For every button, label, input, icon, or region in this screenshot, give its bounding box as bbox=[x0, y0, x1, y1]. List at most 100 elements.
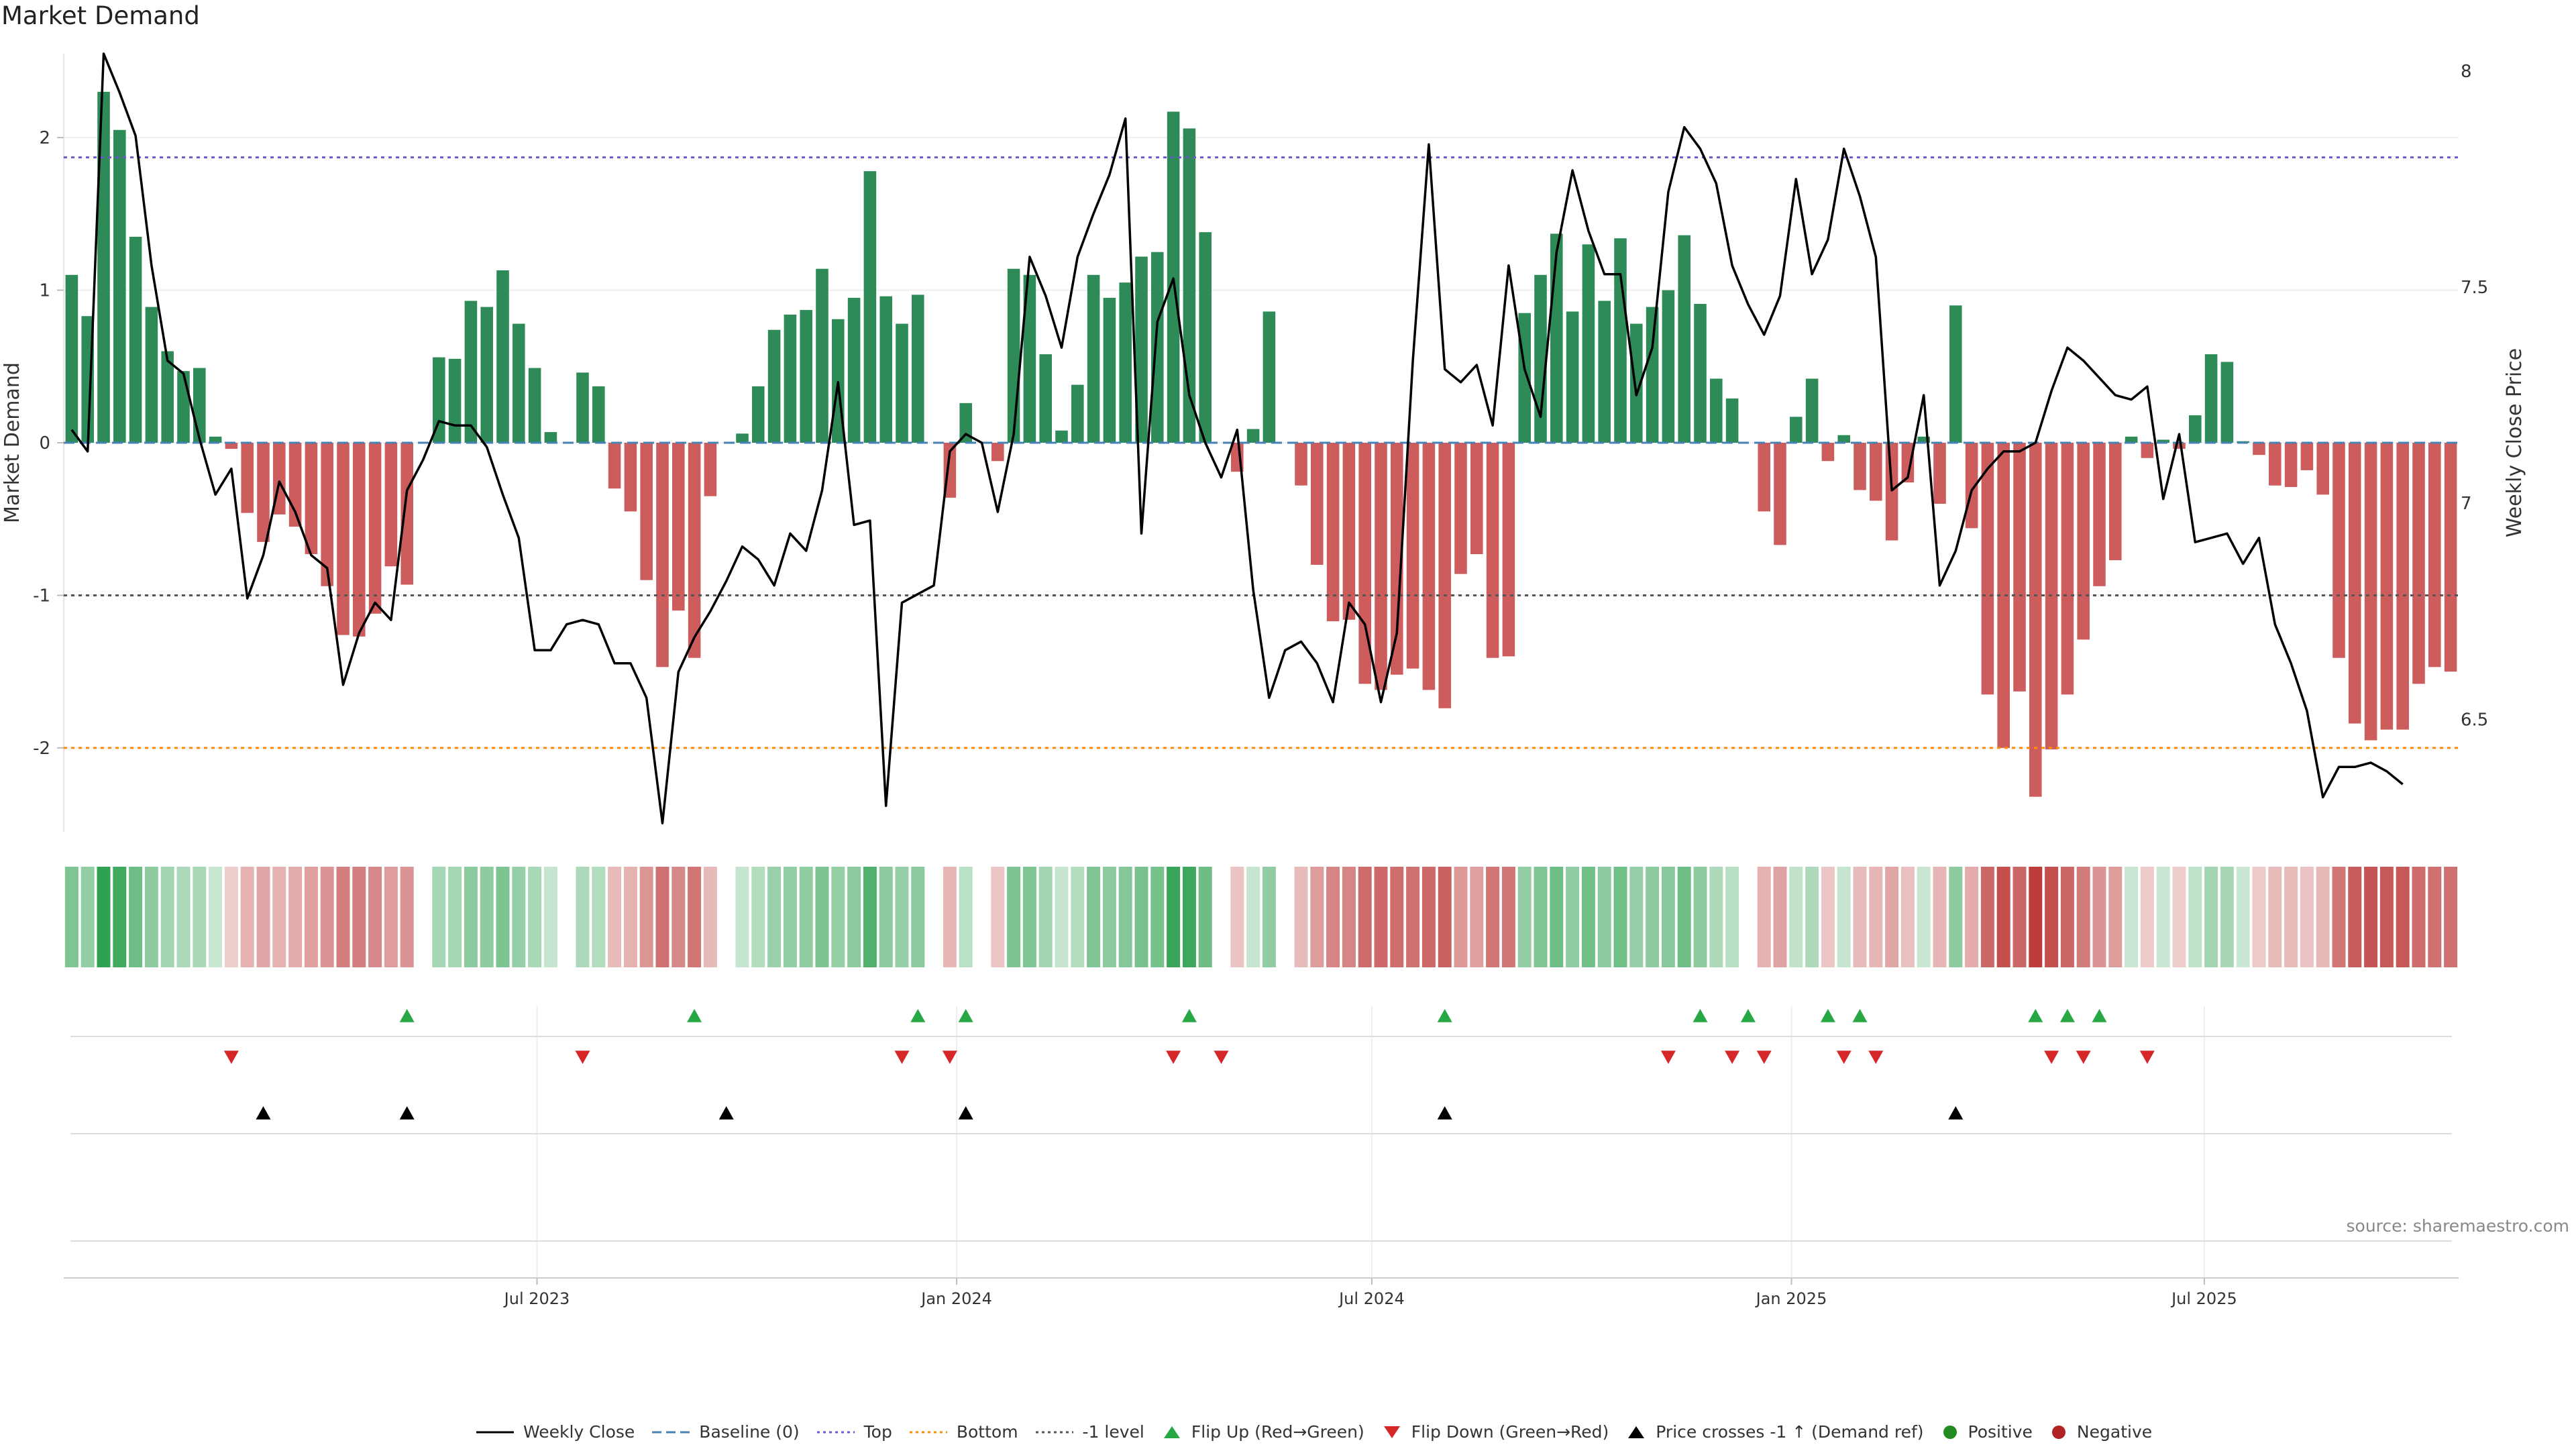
source-credit: source: sharemaestro.com bbox=[2346, 1216, 2570, 1236]
negative-demand-bar bbox=[1391, 443, 1403, 675]
negative-heat-cell bbox=[2364, 867, 2378, 967]
negative-heat-cell bbox=[608, 867, 622, 967]
positive-demand-bar bbox=[528, 368, 541, 443]
negative-demand-bar bbox=[1295, 443, 1307, 486]
y-tick-label: 2 bbox=[39, 128, 50, 148]
negative-demand-bar bbox=[991, 443, 1004, 462]
legend-label: -1 level bbox=[1082, 1422, 1144, 1442]
positive-demand-bar bbox=[1039, 354, 1052, 443]
negative-demand-bar bbox=[2284, 443, 2298, 487]
positive-demand-bar bbox=[448, 358, 462, 443]
negative-heat-cell bbox=[2332, 867, 2346, 967]
negative-demand-bar bbox=[2253, 443, 2265, 455]
positive-heat-cell bbox=[1550, 867, 1564, 967]
positive-demand-bar bbox=[736, 433, 749, 443]
positive-heat-cell bbox=[1805, 867, 1819, 967]
positive-heat-cell bbox=[64, 867, 78, 967]
positive-demand-bar bbox=[193, 368, 206, 443]
positive-heat-cell bbox=[2220, 867, 2234, 967]
negative-heat-cell bbox=[336, 867, 350, 967]
positive-demand-bar bbox=[2204, 354, 2218, 443]
negative-heat-cell bbox=[320, 867, 334, 967]
y-tick-label: -2 bbox=[33, 739, 50, 759]
negative-demand-bar bbox=[241, 443, 254, 513]
negative-heat-cell bbox=[368, 867, 382, 967]
flip-down-marker bbox=[1836, 1051, 1851, 1064]
positive-heat-cell bbox=[1566, 867, 1580, 967]
negative-heat-cell bbox=[1374, 867, 1388, 967]
positive-demand-bar bbox=[592, 386, 605, 443]
flip-down-marker bbox=[1725, 1051, 1740, 1064]
negative-heat-cell bbox=[1310, 867, 1324, 967]
y-axis-label: Market Demand bbox=[1, 362, 24, 523]
positive-heat-cell bbox=[1038, 867, 1053, 967]
flip-up-marker bbox=[399, 1009, 415, 1022]
y2-tick-label: 8 bbox=[2461, 62, 2472, 82]
price-cross-marker bbox=[1437, 1106, 1452, 1120]
positive-heat-cell bbox=[448, 867, 462, 967]
negative-demand-bar bbox=[2141, 443, 2154, 458]
positive-demand-bar bbox=[1007, 268, 1020, 443]
positive-demand-bar bbox=[1805, 378, 1819, 443]
positive-demand-bar bbox=[1662, 290, 1675, 443]
legend-label: Bottom bbox=[956, 1422, 1018, 1442]
positive-heat-cell bbox=[80, 867, 95, 967]
negative-demand-bar bbox=[353, 443, 366, 637]
negative-demand-bar bbox=[2300, 443, 2314, 470]
flip-down-marker bbox=[2044, 1051, 2059, 1064]
positive-demand-bar bbox=[145, 307, 158, 443]
negative-heat-cell bbox=[1853, 867, 1867, 967]
positive-heat-cell bbox=[1167, 867, 1181, 967]
negative-heat-cell bbox=[623, 867, 637, 967]
negative-demand-bar bbox=[257, 443, 270, 542]
flip-up-marker bbox=[2092, 1009, 2107, 1022]
positive-demand-bar bbox=[1614, 238, 1627, 443]
negative-demand-bar bbox=[688, 443, 701, 658]
negative-heat-cell bbox=[1358, 867, 1372, 967]
positive-demand-bar bbox=[1167, 111, 1180, 443]
negative-heat-cell bbox=[655, 867, 669, 967]
negative-demand-bar bbox=[1375, 443, 1387, 690]
flip-down-marker bbox=[1214, 1051, 1229, 1064]
positive-demand-bar bbox=[1055, 430, 1068, 443]
negative-demand-bar bbox=[2444, 443, 2457, 672]
negative-heat-cell bbox=[943, 867, 957, 967]
positive-heat-cell bbox=[1022, 867, 1036, 967]
negative-heat-cell bbox=[2108, 867, 2123, 967]
positive-heat-cell bbox=[576, 867, 590, 967]
positive-demand-bar bbox=[464, 301, 478, 443]
positive-demand-bar bbox=[2157, 439, 2169, 443]
negative-heat-cell bbox=[1933, 867, 1947, 967]
negative-demand-bar bbox=[2173, 443, 2186, 449]
positive-heat-cell bbox=[592, 867, 606, 967]
negative-demand-bar bbox=[2428, 443, 2441, 667]
flip-up-marker bbox=[2059, 1009, 2075, 1022]
positive-heat-cell bbox=[209, 867, 223, 967]
negative-heat-cell bbox=[2379, 867, 2394, 967]
red-down-triangle-icon bbox=[1383, 1426, 1400, 1438]
positive-demand-bar bbox=[1087, 274, 1100, 443]
negative-demand-bar bbox=[321, 443, 333, 586]
flip-down-marker bbox=[2139, 1051, 2155, 1064]
positive-heat-cell bbox=[735, 867, 749, 967]
positive-demand-bar bbox=[1518, 313, 1531, 443]
positive-demand-bar bbox=[97, 91, 110, 443]
positive-heat-cell bbox=[959, 867, 973, 967]
positive-heat-cell bbox=[2156, 867, 2170, 967]
negative-demand-bar bbox=[1470, 443, 1483, 555]
positive-demand-bar bbox=[959, 402, 972, 443]
negative-heat-cell bbox=[2140, 867, 2154, 967]
negative-demand-bar bbox=[1502, 443, 1515, 657]
legend-price-cross: Price crosses -1 ↑ (Demand ref) bbox=[1626, 1422, 1924, 1442]
positive-demand-bar bbox=[1725, 398, 1739, 443]
positive-heat-cell bbox=[144, 867, 158, 967]
positive-heat-cell bbox=[97, 867, 111, 967]
negative-heat-cell bbox=[2396, 867, 2410, 967]
legend-label: Flip Up (Red→Green) bbox=[1191, 1422, 1364, 1442]
negative-demand-bar bbox=[305, 443, 318, 555]
positive-heat-cell bbox=[2188, 867, 2202, 967]
positive-heat-cell bbox=[1262, 867, 1276, 967]
green-dot-icon bbox=[1943, 1425, 1957, 1439]
positive-demand-bar bbox=[513, 323, 525, 443]
positive-heat-cell bbox=[1102, 867, 1116, 967]
